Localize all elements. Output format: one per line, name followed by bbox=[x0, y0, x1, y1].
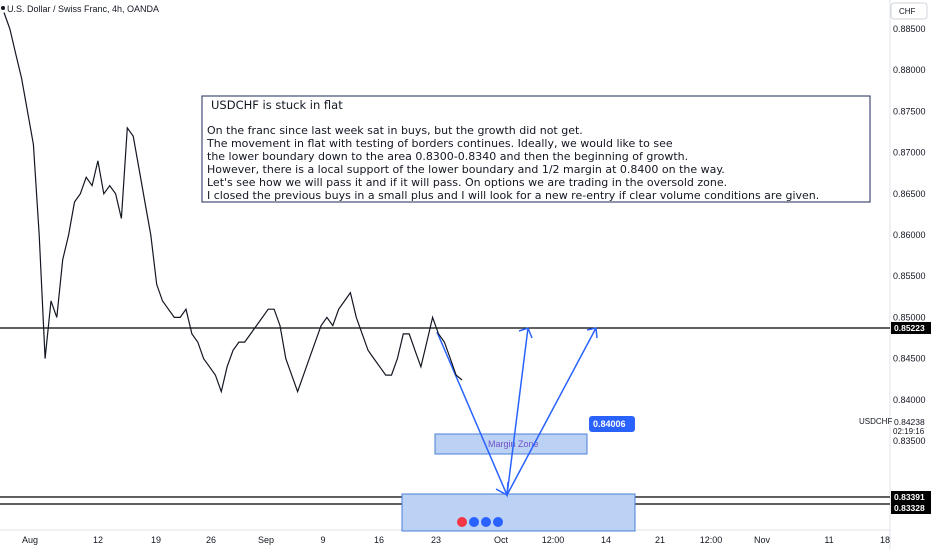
arrowhead-up-icon bbox=[518, 327, 533, 339]
flag-icon bbox=[481, 517, 491, 527]
price-label-bg bbox=[891, 491, 931, 503]
symbol-dot-icon bbox=[1, 6, 5, 10]
price-tick-label: 0.86500 bbox=[893, 189, 926, 199]
price-tick-label: 0.84500 bbox=[893, 354, 926, 364]
price-tick-label: 0.83500 bbox=[893, 436, 926, 446]
note-box-frame bbox=[201, 95, 871, 203]
arrowhead-up-right-icon bbox=[586, 327, 598, 339]
price-tick-label: 0.87000 bbox=[893, 148, 926, 158]
horizontal-levels bbox=[0, 327, 890, 505]
event-icons[interactable] bbox=[457, 517, 503, 527]
zones bbox=[401, 433, 636, 532]
time-tick-label: 12:00 bbox=[542, 535, 565, 545]
time-tick-label: 11 bbox=[824, 535, 833, 545]
time-tick-label: Aug bbox=[22, 535, 38, 545]
price-tick-label: 0.85500 bbox=[893, 271, 926, 281]
price-label: 0.84238 bbox=[894, 417, 925, 427]
time-tick-label: 19 bbox=[151, 535, 161, 545]
projection-line-right bbox=[506, 327, 597, 496]
countdown: 02:19:16 bbox=[893, 427, 925, 436]
symbol-title[interactable]: U.S. Dollar / Swiss Franc, 4h, OANDA bbox=[7, 4, 159, 14]
price-tick-label: 0.84000 bbox=[893, 395, 926, 405]
time-tick-label: 12:00 bbox=[700, 535, 723, 545]
price-series bbox=[3, 12, 463, 394]
dividend-icon bbox=[457, 517, 467, 527]
flag-icon bbox=[493, 517, 503, 527]
price-tick-label: 0.88500 bbox=[893, 24, 926, 34]
note-line: However, there is a local support of the… bbox=[207, 163, 725, 176]
time-tick-label: 26 bbox=[206, 535, 216, 545]
time-tick-label: 23 bbox=[431, 535, 441, 545]
price-label-bg bbox=[891, 322, 931, 334]
currency-badge-text: CHF bbox=[899, 7, 916, 16]
time-tick-label: 14 bbox=[601, 535, 611, 545]
projection-path bbox=[436, 327, 529, 498]
price-tick-label: 0.85000 bbox=[893, 312, 926, 322]
price-tick-label: 0.87500 bbox=[893, 106, 926, 116]
price-tick-label: 0.86000 bbox=[893, 230, 926, 240]
price-label: 0.83391 bbox=[894, 492, 925, 502]
time-tick-label: Nov bbox=[754, 535, 771, 545]
note-box[interactable]: USDCHF is stuck in flat On the franc sin… bbox=[201, 95, 871, 203]
time-axis-ticks: Aug 12 19 26 Sep 9 16 23 Oct 12:00 14 21 12:00 Nov 11 1… bbox=[22, 535, 890, 545]
price-label: 0.83328 bbox=[894, 503, 925, 513]
margin-zone-rect bbox=[434, 433, 588, 455]
currency-badge[interactable] bbox=[890, 2, 928, 20]
price-axis-ticks: 0.88500 0.88000 0.87500 0.87000 0.86500 0.860… bbox=[893, 24, 926, 446]
symbol-side-label: USDCHF bbox=[859, 417, 892, 426]
note-title: USDCHF is stuck in flat bbox=[211, 98, 343, 112]
arrowhead-down-icon bbox=[495, 481, 509, 497]
note-line: On the franc since last week sat in buys… bbox=[207, 124, 583, 137]
time-tick-label: 16 bbox=[374, 535, 384, 545]
note-line: I closed the previous buys in a small pl… bbox=[207, 189, 819, 202]
time-tick-label: 18 bbox=[880, 535, 890, 545]
time-tick-label: Sep bbox=[258, 535, 274, 545]
note-line: the lower boundary down to the area 0.83… bbox=[207, 150, 688, 163]
price-label-bg bbox=[891, 502, 931, 514]
flag-icon bbox=[469, 517, 479, 527]
target-zone-rect bbox=[401, 493, 636, 532]
time-tick-label: 9 bbox=[320, 535, 325, 545]
margin-badge[interactable] bbox=[589, 416, 635, 432]
price-label: 0.85223 bbox=[894, 323, 925, 333]
price-tick-label: 0.88000 bbox=[893, 65, 926, 75]
note-line: The movement in flat with testing of bor… bbox=[206, 137, 673, 150]
margin-badge-text: 0.84006 bbox=[593, 419, 626, 429]
time-tick-label: Oct bbox=[494, 535, 509, 545]
time-tick-label: 21 bbox=[655, 535, 665, 545]
time-tick-label: 12 bbox=[93, 535, 103, 545]
note-line: Let's see how we will pass it and if it … bbox=[207, 176, 727, 189]
projection-arrows bbox=[436, 327, 598, 498]
